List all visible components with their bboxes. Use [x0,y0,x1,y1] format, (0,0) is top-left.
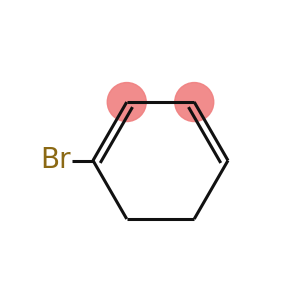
Circle shape [175,82,214,122]
Text: Br: Br [40,146,70,175]
Circle shape [107,82,146,122]
